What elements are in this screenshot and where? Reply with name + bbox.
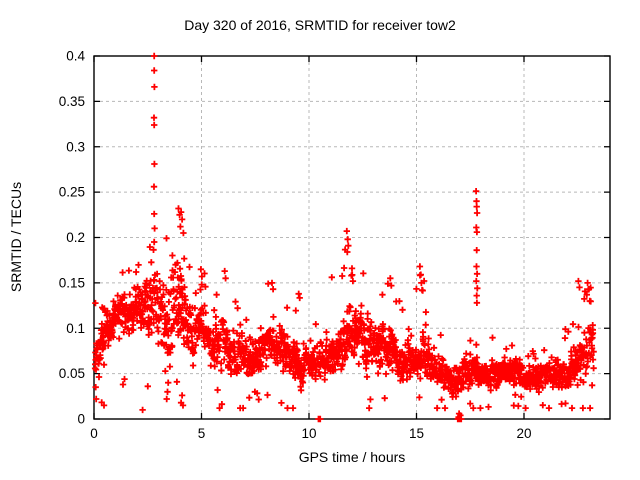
y-tick-label: 0.35 [59,94,85,109]
y-tick-label: 0.25 [59,185,85,200]
chart-title: Day 320 of 2016, SRMTID for receiver tow… [184,17,456,33]
y-tick-label: 0.4 [66,49,85,64]
y-tick-label: 0.05 [59,366,85,381]
y-tick-label: 0.2 [66,230,85,245]
y-tick-label: 0 [77,412,85,427]
x-tick-label: 20 [516,426,531,441]
scatter-points [91,52,597,423]
x-tick-label: 5 [198,426,206,441]
x-axis-label: GPS time / hours [298,449,406,465]
plot-border [93,55,611,420]
x-tick-label: 0 [90,426,98,441]
x-tick-label: 10 [301,426,316,441]
y-tick-label: 0.3 [66,139,85,154]
x-tick-label: 15 [409,426,424,441]
y-axis-label: SRMTID / TECUs [8,181,24,293]
y-tick-label: 0.15 [59,275,85,290]
y-tick-label: 0.1 [66,321,85,336]
